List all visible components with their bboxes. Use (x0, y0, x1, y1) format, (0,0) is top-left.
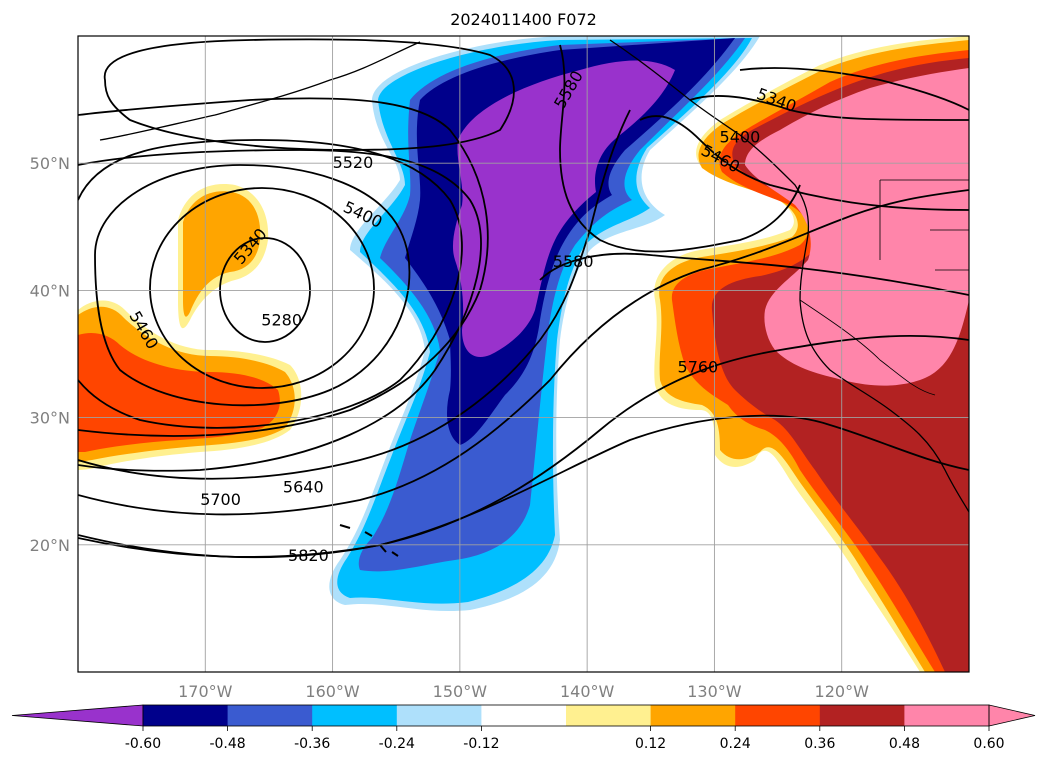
contour-5340 (149, 187, 375, 389)
contour-5820 (78, 414, 969, 558)
contour-label: 5640 (283, 477, 324, 496)
negative-anomaly-shading (329, 36, 760, 612)
contour-label-text: 5280 (261, 311, 302, 330)
coastlines (99, 39, 969, 557)
colorbar-tick-label: -0.36 (294, 736, 330, 752)
colorbar: -0.60 -0.48 -0.36 -0.24 -0.12 0.12 0.24 0.36 0.4… (11, 704, 1036, 752)
latitude-axis: 50°N 40°N 30°N 20°N (30, 154, 70, 555)
contour-5340-east (739, 67, 969, 111)
contour-5580-west (78, 97, 489, 437)
map-title: 2024011400 F072 (450, 10, 597, 29)
contour-label: 5820 (288, 546, 329, 565)
lon-tick-label: 160°W (305, 682, 360, 701)
contour-label-text: 5580 (553, 252, 594, 271)
colorbar-tick-label: 0.12 (635, 736, 666, 752)
colorbar-tick-label: 0.24 (720, 736, 751, 752)
contour-label: 5760 (678, 358, 719, 377)
colorbar-segment (312, 705, 398, 726)
map-panel: 5520540053405280546056405700582055805580… (78, 36, 969, 672)
contour-label-text: 5520 (333, 153, 374, 172)
lon-tick-label: 140°W (560, 682, 615, 701)
map-frame (77, 35, 970, 673)
contour-5700 (78, 189, 969, 516)
lat-tick-label: 20°N (30, 536, 70, 555)
height-contours (78, 38, 969, 559)
colorbar-segment (819, 705, 905, 726)
colorbar-segment (396, 705, 482, 726)
contour-label: 5700 (200, 490, 241, 509)
colorbar-segment (904, 705, 990, 726)
contour-label-text: 5400 (720, 127, 761, 146)
colorbar-segment (735, 705, 821, 726)
colorbar-tick-label: -0.60 (125, 736, 161, 752)
lat-tick-label: 40°N (30, 281, 70, 300)
contour-5400 (94, 164, 411, 407)
colorbar-tick-label: 0.60 (973, 736, 1004, 752)
colorbar-frame (142, 704, 990, 727)
gridlines (78, 36, 969, 672)
contour-label: 5520 (333, 153, 374, 172)
colorbar-segment (566, 705, 652, 726)
colorbar-tick-label: -0.24 (379, 736, 415, 752)
lon-tick-label: 170°W (178, 682, 233, 701)
colorbar-extend-low (11, 704, 144, 727)
contour-north-loop (103, 38, 515, 151)
contour-label-text: 5760 (678, 358, 719, 377)
contour-5520 (78, 149, 482, 472)
positive-anomaly-shading-east (654, 36, 969, 672)
colorbar-segment (650, 705, 736, 726)
colorbar-tick-label: -0.12 (463, 736, 499, 752)
colorbar-segment (227, 705, 313, 726)
lon-tick-label: 130°W (687, 682, 742, 701)
lat-tick-label: 50°N (30, 154, 70, 173)
colorbar-segment (143, 705, 229, 726)
contour-label-text: 5820 (288, 546, 329, 565)
contour-label-text: 5640 (283, 477, 324, 496)
contour-label: 5280 (261, 311, 302, 330)
contour-5460-east (639, 115, 969, 211)
lon-tick-label: 120°W (815, 682, 870, 701)
contour-label: 5580 (553, 252, 594, 271)
colorbar-segment (481, 705, 567, 726)
lon-tick-label: 150°W (433, 682, 488, 701)
contour-label: 5400 (720, 127, 761, 146)
lat-tick-label: 30°N (30, 409, 70, 428)
colorbar-tick-label: 0.48 (889, 736, 920, 752)
contour-5400-east (689, 94, 969, 121)
colorbar-tick-label: 0.36 (804, 736, 835, 752)
contour-5580-east (559, 44, 801, 253)
colorbar-extend-high (988, 704, 1036, 727)
contour-5520-east (539, 252, 969, 296)
contour-5640 (78, 109, 631, 480)
contour-label-text: 5700 (200, 490, 241, 509)
colorbar-tick-label: -0.48 (209, 736, 245, 752)
longitude-axis: 170°W 160°W 150°W 140°W 130°W 120°W (178, 682, 869, 701)
